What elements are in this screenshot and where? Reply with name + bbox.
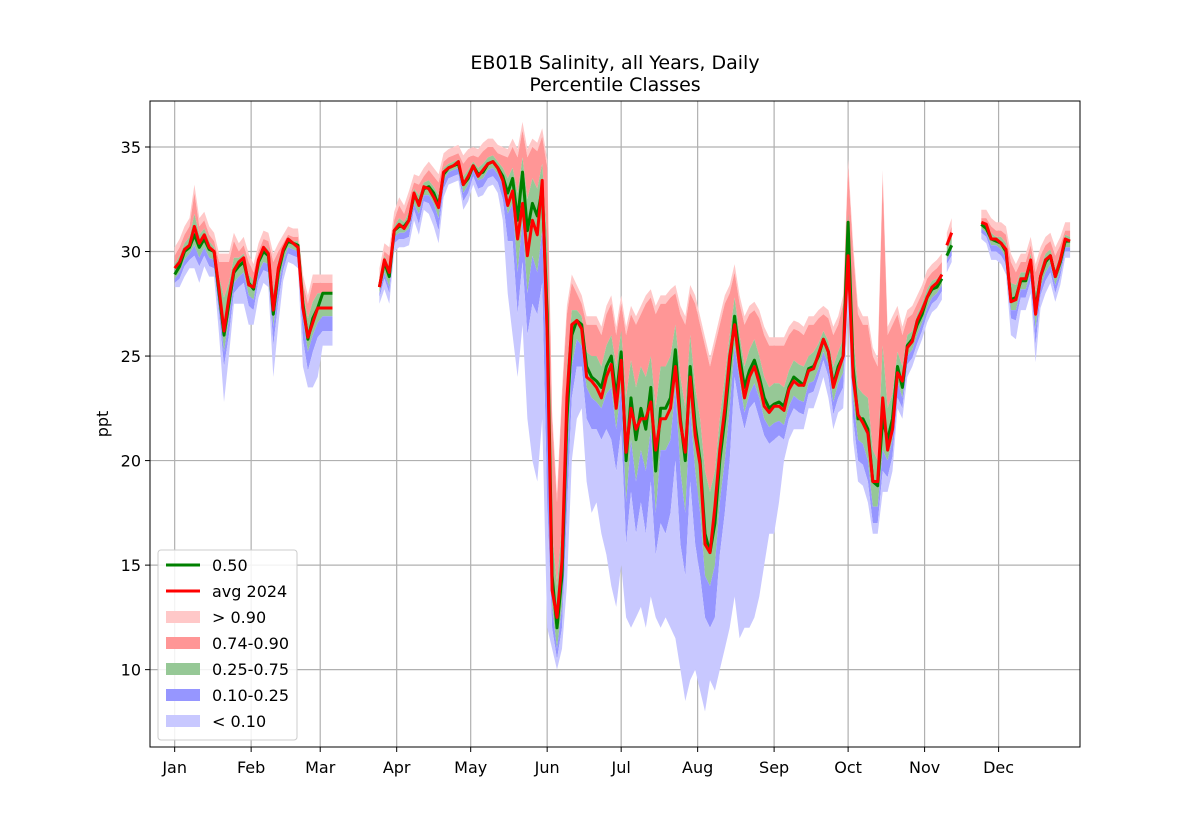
y-tick-label-4: 30 xyxy=(121,243,141,262)
y-tick-label-2: 20 xyxy=(121,452,141,471)
legend-label-3: 0.74-0.90 xyxy=(212,634,289,653)
band-lt10-seg-1 xyxy=(379,174,942,712)
legend-label-1: avg 2024 xyxy=(212,582,287,601)
legend-label-4: 0.25-0.75 xyxy=(212,660,289,679)
band-p75-90-seg-1 xyxy=(379,130,942,587)
legend-label-6: < 0.10 xyxy=(212,712,266,731)
band-p10-25-seg-0 xyxy=(174,245,333,371)
legend-swatch-5 xyxy=(166,689,200,701)
x-tick-label-3: Apr xyxy=(383,758,411,777)
legend-label-5: 0.10-0.25 xyxy=(212,686,289,705)
chart-subtitle: Percentile Classes xyxy=(529,74,700,96)
legend-swatch-6 xyxy=(166,715,200,727)
band-lt10-seg-3 xyxy=(981,232,1071,363)
chart-title: EB01B Salinity, all Years, Daily xyxy=(470,52,759,74)
median-line-seg-2 xyxy=(945,244,954,257)
legend-swatch-4 xyxy=(166,663,200,675)
x-tick-label-4: May xyxy=(454,758,487,777)
band-p10-25-seg-3 xyxy=(981,228,1071,346)
axis-ticks: Jan Feb Mar Apr May Jun Jul Aug Sep Oct Nov Dec 10 15… xyxy=(121,138,1014,777)
band-gt90-seg-3 xyxy=(981,209,1071,273)
series-lines xyxy=(173,160,1071,630)
legend: 0.50 avg 2024 > 0.90 0.74-0.90 0.25-0.75 0.10… xyxy=(157,549,298,741)
x-tick-label-1: Feb xyxy=(237,758,265,777)
x-tick-label-5: Jun xyxy=(534,758,560,777)
x-tick-label-7: Aug xyxy=(682,758,713,777)
legend-label-2: > 0.90 xyxy=(212,608,266,627)
y-tick-label-0: 10 xyxy=(121,661,141,680)
y-axis-label: ppt xyxy=(93,411,112,438)
x-tick-label-6: Jul xyxy=(611,758,631,777)
x-tick-label-8: Sep xyxy=(759,758,789,777)
legend-label-0: 0.50 xyxy=(212,556,248,575)
band-gt90-seg-2 xyxy=(946,218,952,242)
y-tick-label-1: 15 xyxy=(121,556,141,575)
legend-swatch-2 xyxy=(166,611,200,623)
y-tick-label-3: 25 xyxy=(121,347,141,366)
x-tick-label-10: Nov xyxy=(909,758,940,777)
x-tick-label-11: Dec xyxy=(983,758,1014,777)
plot-frame xyxy=(149,100,1081,748)
band-p10-25-seg-1 xyxy=(379,167,942,660)
x-tick-label-0: Jan xyxy=(161,758,187,777)
x-tick-label-9: Oct xyxy=(834,758,862,777)
x-tick-label-2: Mar xyxy=(305,758,336,777)
legend-swatch-3 xyxy=(166,637,200,649)
avg-2024-line-seg-1 xyxy=(377,160,944,619)
avg-2024-line-seg-2 xyxy=(945,232,954,246)
y-tick-label-5: 35 xyxy=(121,138,141,157)
percentile-bands xyxy=(174,121,1071,712)
avg-2024-line-seg-0 xyxy=(173,224,333,339)
avg-2024-line-seg-3 xyxy=(980,220,1071,316)
band-p75-90-seg-3 xyxy=(981,218,1071,294)
band-lt10-seg-2 xyxy=(946,255,952,273)
band-p10-25-seg-2 xyxy=(946,249,952,265)
band-p25-75-seg-1 xyxy=(379,155,942,649)
